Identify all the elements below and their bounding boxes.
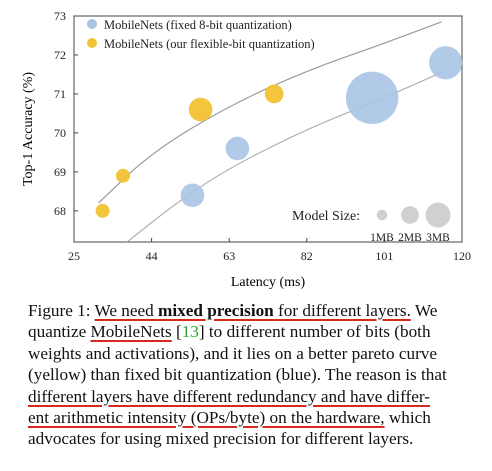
size-legend-label: 2MB: [398, 232, 422, 244]
caption-line-4: (yellow) than fixed bit quantization (bl…: [28, 365, 447, 385]
size-legend-circle: [425, 202, 451, 228]
caption-text: We: [410, 301, 438, 320]
size-legend-circle: [376, 209, 388, 221]
x-tick-label: 120: [453, 249, 471, 263]
fixed-8bit-point: [429, 46, 463, 80]
underlined-phrase-2: ent arithmetic intensity (OPs/byte) on t…: [28, 408, 385, 428]
legend-label-1: MobileNets (fixed 8-bit quantization): [104, 18, 292, 32]
y-tick-label: 73: [54, 9, 66, 23]
caption-line-5: different layers have different redundan…: [28, 386, 430, 406]
fixed-8bit-point: [225, 136, 250, 161]
caption-line-6: ent arithmetic intensity (OPs/byte) on t…: [28, 407, 468, 428]
caption-text: We need: [94, 301, 159, 320]
citation-link[interactable]: 13: [181, 322, 199, 342]
legend-label-2: MobileNets (our flexible-bit quantizatio…: [104, 37, 315, 51]
x-tick-label: 63: [223, 249, 235, 263]
flexible-bit-point: [264, 84, 284, 104]
caption-text: [: [171, 322, 182, 342]
size-legend: Model Size: 1MB 2MB 3MB: [292, 202, 451, 244]
caption-line-7: advocates for using mixed precision for …: [28, 429, 414, 449]
x-tick-label: 101: [375, 249, 393, 263]
flexible-bit-point: [95, 203, 110, 218]
size-legend-title: Model Size:: [292, 209, 360, 224]
caption-text: which: [384, 408, 431, 428]
figure-label: Figure 1:: [28, 301, 95, 320]
legend: MobileNets (fixed 8-bit quantization) Mob…: [87, 18, 315, 51]
x-tick-label: 82: [301, 249, 313, 263]
caption-line-3: weights and activations), and it lies on…: [28, 343, 438, 363]
caption-text: ] to different number of bits (both: [198, 322, 431, 342]
x-tick-label: 44: [146, 249, 158, 263]
underlined-mobilenets: MobileNets: [90, 322, 172, 342]
y-tick-label: 72: [54, 48, 66, 62]
x-axis-label: Latency (ms): [231, 275, 306, 290]
caption-line-2: quantize MobileNets [13] to different nu…: [28, 321, 468, 342]
y-tick-label: 71: [54, 87, 66, 101]
underlined-phrase-1: We need mixed precision for different la…: [95, 301, 411, 320]
axes: 25 44 63 82 101 120 68 69 70 71 72 73: [54, 9, 471, 263]
x-tick-label: 25: [68, 249, 80, 263]
y-tick-label: 70: [54, 126, 66, 140]
y-tick-label: 69: [54, 165, 66, 179]
fixed-8bit-point: [345, 71, 399, 125]
caption-text: quantize: [28, 322, 91, 342]
fixed-8bit-point: [180, 183, 205, 208]
caption-line-1: Figure 1: We need mixed precision for di…: [28, 300, 468, 321]
caption-text: for different layers.: [273, 301, 411, 320]
emphasis-mixed-precision: mixed precision: [158, 301, 274, 320]
size-legend-label: 1MB: [370, 232, 394, 244]
size-legend-label: 3MB: [426, 232, 450, 244]
data-points: [95, 46, 463, 218]
y-axis-label: Top-1 Accuracy (%): [21, 72, 36, 186]
flexible-bit-point: [188, 97, 213, 122]
size-legend-circle: [401, 206, 419, 224]
chart: 25 44 63 82 101 120 68 69 70 71 72 73 MobileNets (f…: [21, 9, 471, 290]
trend-curves: [98, 21, 446, 243]
y-tick-label: 68: [54, 204, 66, 218]
legend-marker-2: [87, 38, 97, 48]
flexible-bit-point: [116, 168, 131, 183]
legend-marker-1: [87, 19, 97, 29]
trend-curve-2: [126, 70, 446, 243]
plot-frame: [73, 15, 463, 243]
figure-caption: Figure 1: We need mixed precision for di…: [28, 300, 468, 450]
